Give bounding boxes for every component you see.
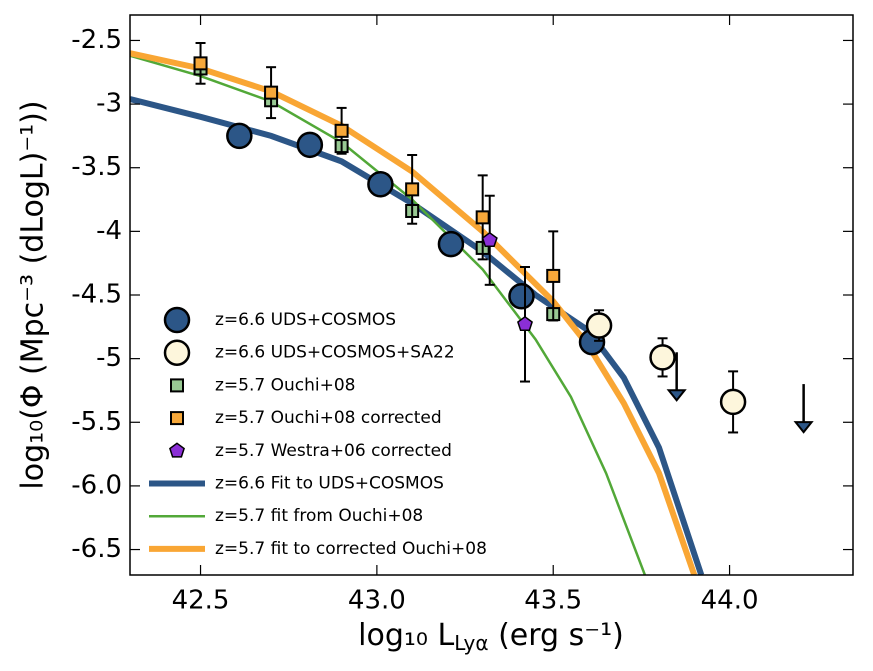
x-label-main: log₁₀ L xyxy=(358,618,454,653)
point xyxy=(334,123,349,138)
fit-line xyxy=(130,96,705,575)
y-tick-label: -6.5 xyxy=(71,534,122,564)
x-tick-label: 42.5 xyxy=(172,586,230,616)
y-axis-label: log₁₀(Φ (Mpc⁻³ (dLogL)⁻¹)) xyxy=(16,100,51,489)
y-tick-label: -2.5 xyxy=(71,25,122,55)
upper-limit-head xyxy=(666,389,687,402)
upper-limit-head xyxy=(793,421,814,434)
point xyxy=(546,268,561,283)
y-tick-label: -5.5 xyxy=(71,407,122,437)
legend-label: z=5.7 Ouchi+08 xyxy=(215,375,355,395)
y-tick-label: -4 xyxy=(96,216,122,246)
point xyxy=(517,315,533,332)
point xyxy=(481,231,498,248)
point xyxy=(437,230,465,258)
y-tick-label: -6.0 xyxy=(71,470,122,500)
y-tick-label: -3 xyxy=(96,89,122,119)
points xyxy=(193,42,814,434)
y-tick-label: -5 xyxy=(96,343,122,373)
point xyxy=(264,85,279,100)
point xyxy=(719,388,747,416)
y-tick-label: -4.5 xyxy=(71,280,122,310)
y-tick-label: -3.5 xyxy=(71,152,122,182)
legend-label: z=5.7 fit from Ouchi+08 xyxy=(215,506,423,526)
legend-label: z=6.6 UDS+COSMOS+SA22 xyxy=(215,343,455,363)
x-tick-label: 43.5 xyxy=(524,586,582,616)
ticks: 42.5 43.0 43.5 44.0 -2.5 -3 -3.5 -4 -4.5 -5 -5.5 -6… xyxy=(71,15,853,616)
legend-marker xyxy=(169,442,185,458)
legend-label: z=6.6 Fit to UDS+COSMOS xyxy=(215,474,444,494)
upper-limit xyxy=(793,384,814,434)
point xyxy=(475,210,490,225)
legend-marker xyxy=(163,306,191,334)
x-tick-label: 44.0 xyxy=(701,586,759,616)
legend-marker xyxy=(163,339,191,366)
x-label-sub: Lyα xyxy=(454,631,488,655)
legend-label: z=5.7 Westra+06 corrected xyxy=(215,441,452,461)
point xyxy=(508,283,535,310)
legend-label: z=5.7 Ouchi+08 corrected xyxy=(215,408,442,428)
legend-marker xyxy=(170,411,184,426)
point xyxy=(367,171,394,198)
legend-label: z=6.6 UDS+COSMOS xyxy=(215,310,396,330)
x-tick-label: 43.0 xyxy=(348,586,406,616)
x-axis-label: log₁₀ LLyα (erg s⁻¹) xyxy=(358,618,624,655)
legend-label: z=5.7 fit to corrected Ouchi+08 xyxy=(215,539,487,559)
upper-limit xyxy=(666,352,687,402)
x-label-unit: (erg s⁻¹) xyxy=(489,618,624,653)
point xyxy=(296,131,324,159)
legend-marker xyxy=(170,378,184,393)
legend: z=6.6 UDS+COSMOS z=6.6 UDS+COSMOS+SA22 z=5… xyxy=(149,306,487,559)
point xyxy=(193,56,208,71)
point xyxy=(649,344,676,371)
point xyxy=(405,182,420,197)
point xyxy=(226,122,253,150)
point xyxy=(585,312,613,339)
